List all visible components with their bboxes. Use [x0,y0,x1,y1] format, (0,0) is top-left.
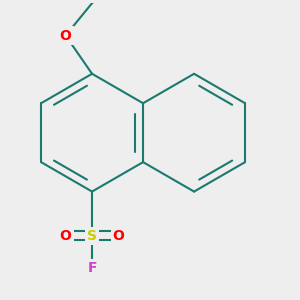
Text: S: S [87,229,97,243]
Text: F: F [87,261,97,275]
Text: O: O [112,229,124,243]
Text: O: O [60,229,71,243]
Text: O: O [60,28,71,43]
